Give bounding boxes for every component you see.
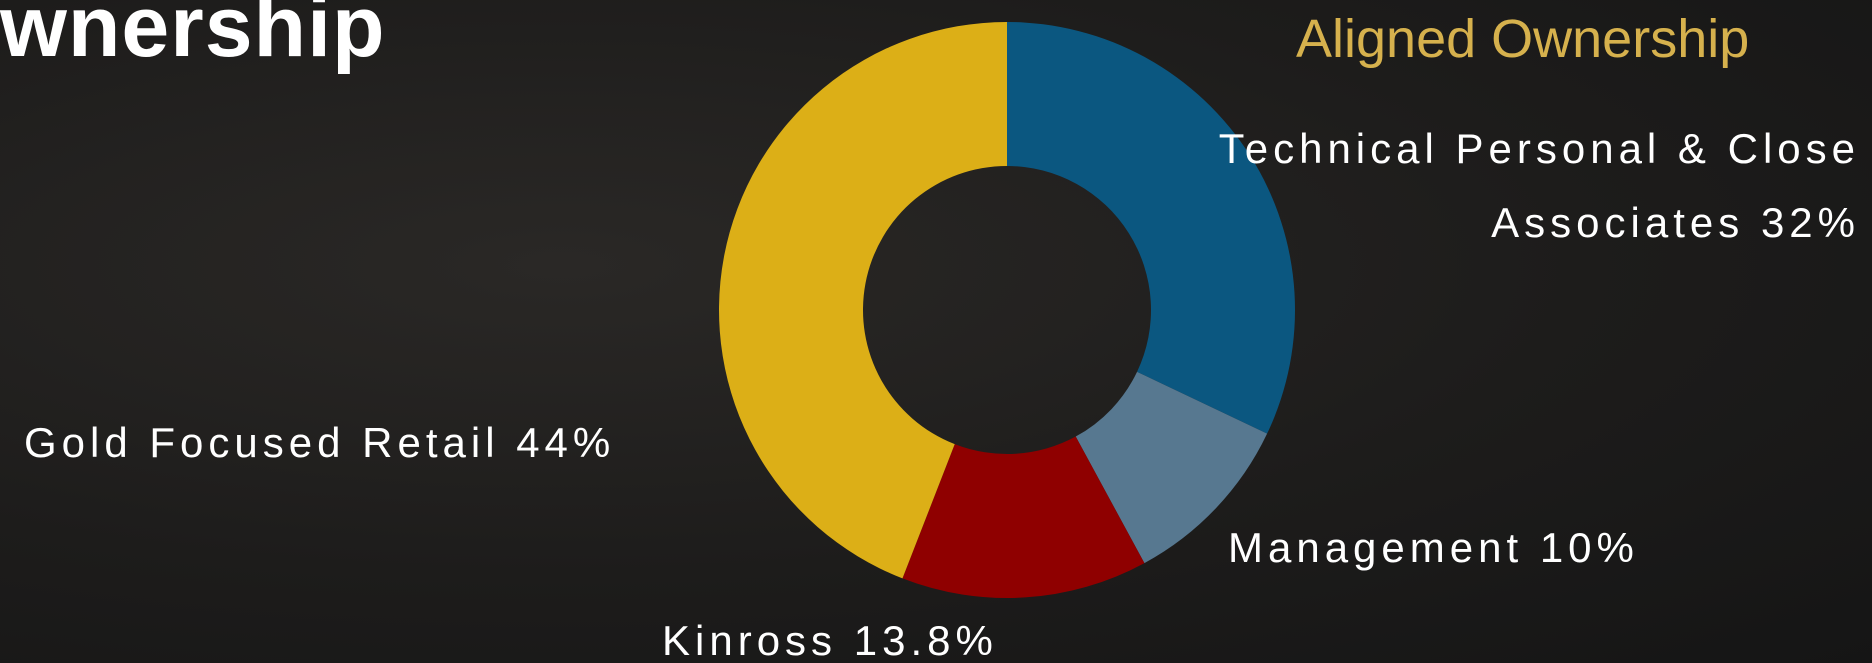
segment-label: Kinross 13.8% [662,604,998,663]
category-label: Management [1228,524,1524,571]
segment-label: Management 10% [1228,511,1639,585]
segment-label: Technical Personal & Close Associates 32… [1200,112,1860,260]
chart-title: Aligned Ownership [1296,9,1750,69]
category-label: Gold Focused Retail [24,419,500,466]
value-label: 44% [516,419,616,466]
donut-segment [1075,371,1268,564]
donut-segment [902,436,1145,598]
category-label: Technical Personal & Close Associates [1218,125,1860,246]
value-label: 13.8% [853,617,998,663]
donut-segment [718,22,1007,579]
value-label: 32% [1760,199,1860,246]
segment-label: Gold Focused Retail 44% [24,406,615,480]
slide-title: wnership [0,0,386,75]
category-label: Kinross [662,617,838,663]
donut-segment [1007,22,1295,434]
value-label: 10% [1539,524,1639,571]
